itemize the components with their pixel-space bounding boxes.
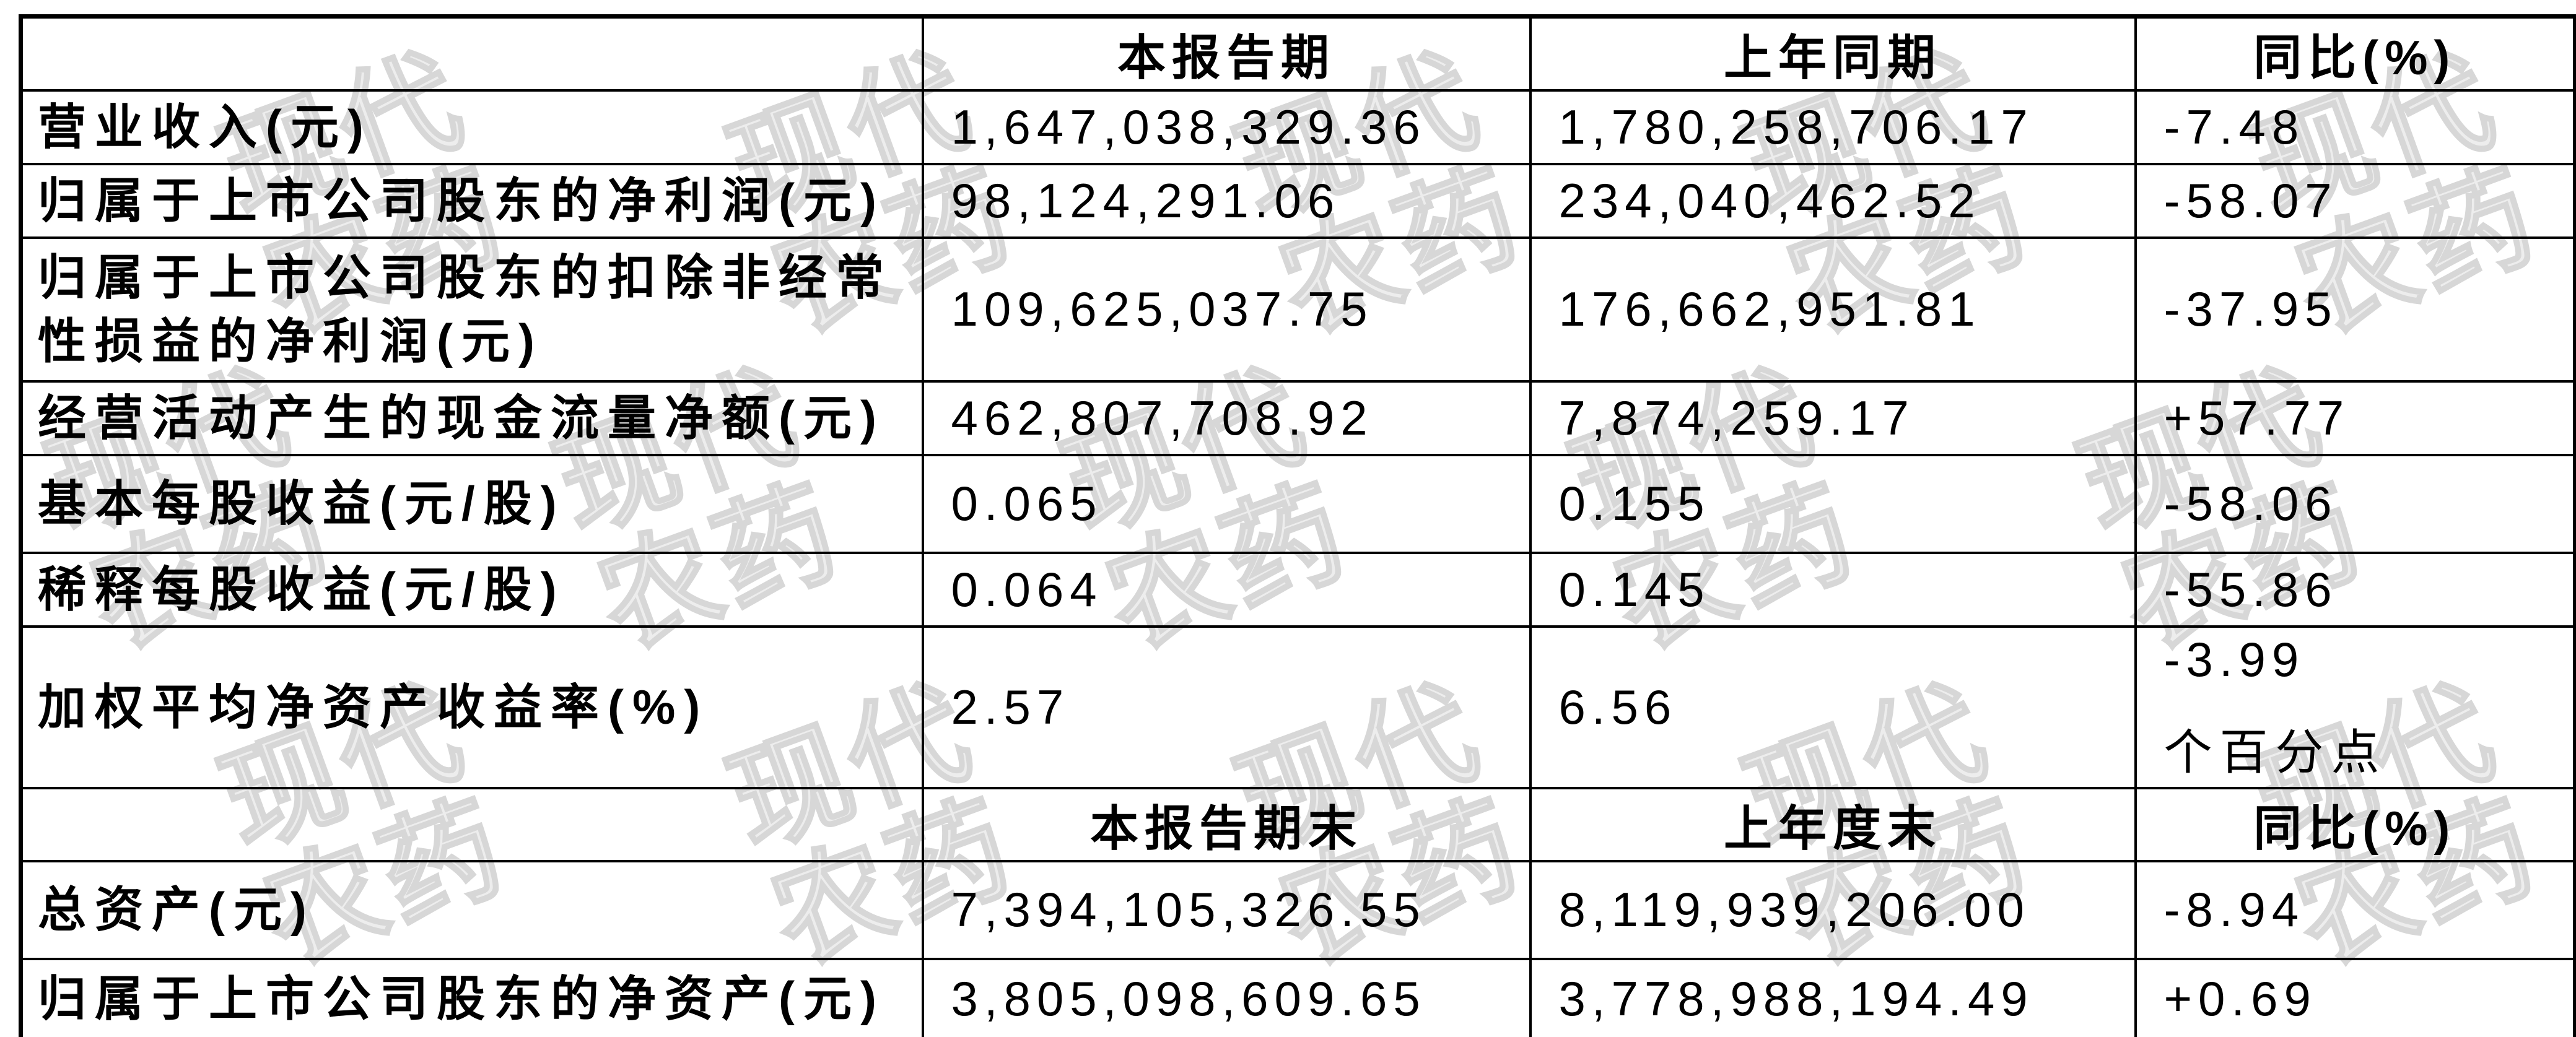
current-period-value: 462,807,708.92 <box>921 380 1532 456</box>
current-period-value: 0.064 <box>921 551 1532 628</box>
current-period-value: 98,124,291.06 <box>921 162 1532 239</box>
current-period-value: 0.065 <box>921 453 1532 554</box>
table-row-operating-revenue: 营业收入(元) 1,647,038,329.36 1,780,258,706.1… <box>19 89 2576 165</box>
financial-summary-table: 本报告期 上年同期 同比(%) 营业收入(元) 1,647,038,329.36… <box>19 14 2576 1037</box>
yoy-value: -8.94 <box>2134 859 2576 960</box>
column-header-prior-year-end: 上年度末 <box>1529 786 2137 862</box>
blank-header-cell <box>19 15 924 92</box>
metric-label: 基本每股收益(元/股) <box>19 453 924 554</box>
yoy-value: +0.69 <box>2134 957 2576 1037</box>
prior-period-value: 3,778,988,194.49 <box>1529 957 2137 1037</box>
table-header-row-period: 本报告期 上年同期 同比(%) <box>19 15 2576 92</box>
table-row-operating-cash-flow: 经营活动产生的现金流量净额(元) 462,807,708.92 7,874,25… <box>19 380 2576 456</box>
yoy-value: -7.48 <box>2134 89 2576 165</box>
yoy-value: -58.07 <box>2134 162 2576 239</box>
yoy-value: -58.06 <box>2134 453 2576 554</box>
metric-label: 营业收入(元) <box>19 89 924 165</box>
prior-period-value: 1,780,258,706.17 <box>1529 89 2137 165</box>
yoy-value-unit: 个百分点 <box>2163 724 2387 779</box>
prior-period-value: 176,662,951.81 <box>1529 236 2137 383</box>
current-period-value: 7,394,105,326.55 <box>921 859 1532 960</box>
metric-label: 加权平均净资产收益率(%) <box>19 625 924 789</box>
yoy-value: +57.77 <box>2134 380 2576 456</box>
prior-period-value: 8,119,939,206.00 <box>1529 859 2137 960</box>
table-row-net-profit-excl-nonrecurring: 归属于上市公司股东的扣除非经常性损益的净利润(元) 109,625,037.75… <box>19 236 2576 383</box>
prior-period-value: 0.145 <box>1529 551 2137 628</box>
metric-label: 稀释每股收益(元/股) <box>19 551 924 628</box>
column-header-yoy: 同比(%) <box>2134 15 2576 92</box>
yoy-value-number: -3.99 <box>2163 631 2305 687</box>
table-row-weighted-avg-roe: 加权平均净资产收益率(%) 2.57 6.56 -3.99 个百分点 <box>19 625 2576 789</box>
current-period-value: 2.57 <box>921 625 1532 789</box>
yoy-value: -37.95 <box>2134 236 2576 383</box>
metric-label: 归属于上市公司股东的扣除非经常性损益的净利润(元) <box>19 236 924 383</box>
current-period-value: 3,805,098,609.65 <box>921 957 1532 1037</box>
table-row-net-assets: 归属于上市公司股东的净资产(元) 3,805,098,609.65 3,778,… <box>19 957 2576 1037</box>
prior-period-value: 7,874,259.17 <box>1529 380 2137 456</box>
column-header-prior-period: 上年同期 <box>1529 15 2137 92</box>
metric-label: 经营活动产生的现金流量净额(元) <box>19 380 924 456</box>
current-period-value: 1,647,038,329.36 <box>921 89 1532 165</box>
column-header-yoy: 同比(%) <box>2134 786 2576 862</box>
metric-label: 归属于上市公司股东的净利润(元) <box>19 162 924 239</box>
prior-period-value: 6.56 <box>1529 625 2137 789</box>
prior-period-value: 0.155 <box>1529 453 2137 554</box>
column-header-current-period-end: 本报告期末 <box>921 786 1532 862</box>
table-row-basic-eps: 基本每股收益(元/股) 0.065 0.155 -58.06 <box>19 453 2576 554</box>
table-header-row-period-end: 本报告期末 上年度末 同比(%) <box>19 786 2576 862</box>
metric-label: 总资产(元) <box>19 859 924 960</box>
yoy-value: -55.86 <box>2134 551 2576 628</box>
metric-label: 归属于上市公司股东的净资产(元) <box>19 957 924 1037</box>
table-row-diluted-eps: 稀释每股收益(元/股) 0.064 0.145 -55.86 <box>19 551 2576 628</box>
blank-header-cell <box>19 786 924 862</box>
table-row-total-assets: 总资产(元) 7,394,105,326.55 8,119,939,206.00… <box>19 859 2576 960</box>
column-header-current-period: 本报告期 <box>921 15 1532 92</box>
yoy-value: -3.99 个百分点 <box>2134 625 2576 789</box>
table-row-net-profit: 归属于上市公司股东的净利润(元) 98,124,291.06 234,040,4… <box>19 162 2576 239</box>
prior-period-value: 234,040,462.52 <box>1529 162 2137 239</box>
current-period-value: 109,625,037.75 <box>921 236 1532 383</box>
